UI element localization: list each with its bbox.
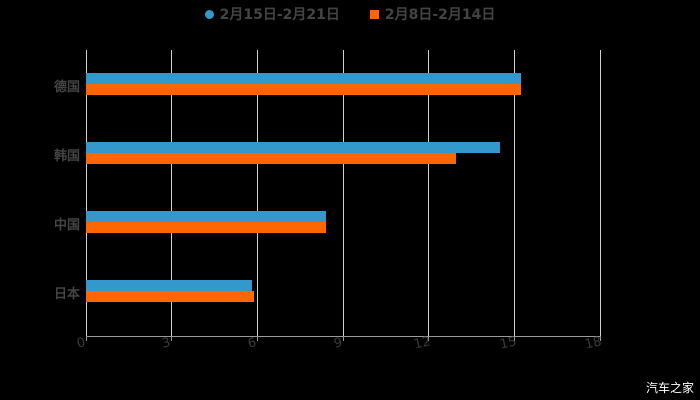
bar-japan-series1[interactable]	[86, 280, 252, 291]
x-tick	[343, 336, 344, 341]
legend-label: 2月8日-2月14日	[384, 7, 496, 23]
x-tick-label: 12	[412, 334, 432, 353]
x-tick-label: 15	[498, 334, 518, 353]
category-label: 日本	[53, 287, 80, 302]
gridline	[171, 50, 172, 336]
bar-korea-series2[interactable]	[86, 153, 456, 164]
legend-item-series1[interactable]: 2月15日-2月21日	[204, 4, 340, 24]
legend-dot-icon	[204, 9, 214, 19]
x-tick	[600, 336, 601, 341]
bar-china-series1[interactable]	[86, 211, 326, 222]
bar-korea-series1[interactable]	[86, 142, 500, 153]
x-tick	[428, 336, 429, 341]
legend-square-icon	[369, 9, 379, 19]
legend-item-series2[interactable]: 2月8日-2月14日	[369, 4, 496, 24]
x-tick	[86, 336, 87, 341]
x-tick-label: 18	[583, 334, 603, 353]
legend-label: 2月15日-2月21日	[219, 7, 340, 23]
gridline	[343, 50, 344, 336]
gridline	[600, 50, 601, 336]
gridline	[428, 50, 429, 336]
watermark: 汽车之家	[645, 381, 694, 395]
bar-china-series2[interactable]	[86, 222, 326, 233]
gridline	[514, 50, 515, 336]
bar-japan-series2[interactable]	[86, 291, 254, 302]
bar-germany-series1[interactable]	[86, 73, 521, 84]
x-tick	[171, 336, 172, 341]
x-tick	[257, 336, 258, 341]
x-tick	[514, 336, 515, 341]
gridline	[257, 50, 258, 336]
plot-area	[86, 50, 601, 336]
category-label: 德国	[53, 80, 80, 95]
category-label: 韩国	[53, 149, 80, 164]
chart-legend: 2月15日-2月21日 2月8日-2月14日	[0, 4, 700, 24]
category-label: 中国	[53, 218, 80, 233]
bar-germany-series2[interactable]	[86, 84, 521, 95]
gridline	[86, 50, 87, 336]
